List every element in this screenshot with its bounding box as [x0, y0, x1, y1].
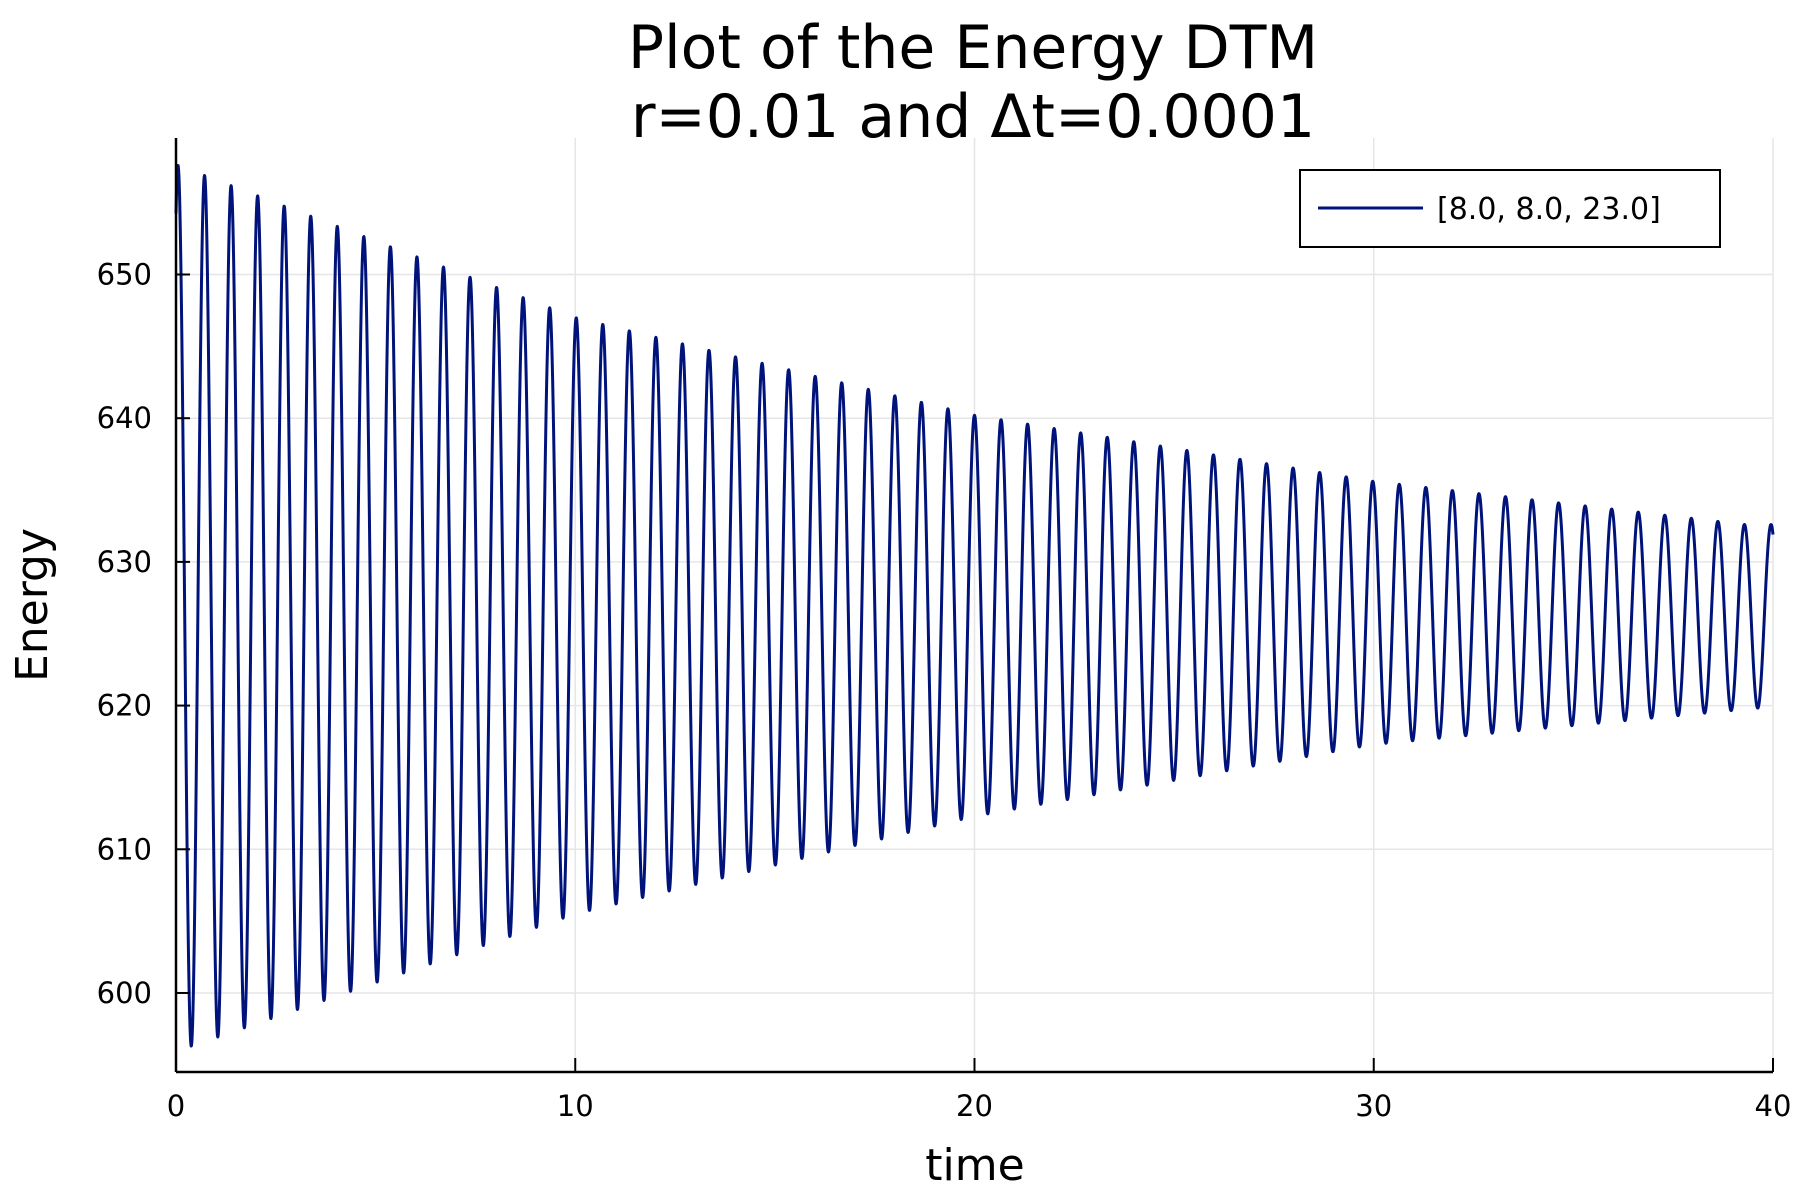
legend-label: [8.0, 8.0, 23.0] — [1437, 192, 1661, 227]
x-tick-label: 20 — [956, 1089, 993, 1123]
y-tick-label: 600 — [97, 976, 152, 1010]
y-tick-label: 630 — [97, 545, 152, 579]
x-tick-label: 10 — [557, 1089, 594, 1123]
tick-labels: 0 10 20 30 40 600 610 620 630 640 650 — [97, 258, 1792, 1123]
x-tick-label: 40 — [1755, 1089, 1792, 1123]
x-axis-label: time — [925, 1140, 1024, 1191]
x-tick-label: 30 — [1355, 1089, 1392, 1123]
chart-title-line-2: r=0.01 and Δt=0.0001 — [631, 82, 1315, 152]
y-tick-label: 610 — [97, 832, 152, 866]
y-axis-label: Energy — [7, 528, 58, 682]
y-tick-label: 650 — [97, 258, 152, 292]
y-tick-label: 620 — [97, 689, 152, 723]
y-tick-label: 640 — [97, 401, 152, 435]
chart-title-line-1: Plot of the Energy DTM — [628, 13, 1318, 83]
x-tick-label: 0 — [167, 1089, 185, 1123]
series-line-energy — [174, 164, 1775, 1048]
legend: [8.0, 8.0, 23.0] — [1299, 169, 1721, 248]
axis-ticks — [175, 273, 1774, 1072]
